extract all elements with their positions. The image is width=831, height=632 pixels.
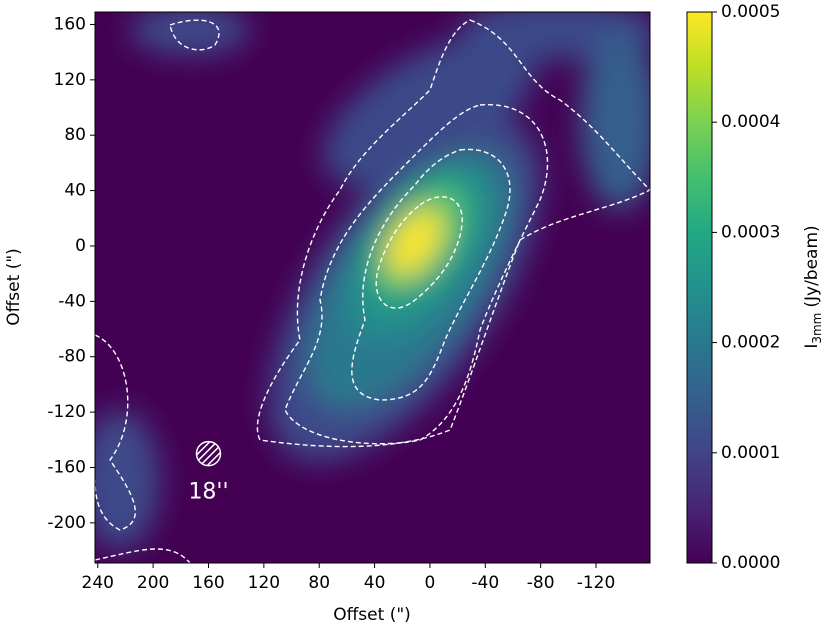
colorbar-label: I3mm (Jy/beam) [802, 225, 824, 348]
x-tick-label: -80 [527, 573, 555, 593]
x-tick-label: 160 [192, 573, 224, 593]
y-axis-label: Offset (") [4, 248, 24, 326]
y-tick-label: -40 [58, 291, 86, 311]
y-tick-label: -200 [47, 513, 86, 533]
y-tick-label: -160 [47, 457, 86, 477]
colorbar-tick-label: 0.0005 [721, 2, 780, 22]
x-tick-label: 200 [137, 573, 169, 593]
y-tick-label: 0 [75, 236, 86, 256]
y-tick-label: 120 [54, 70, 86, 90]
y-tick-label: -80 [58, 347, 86, 367]
x-tick-label: -120 [577, 573, 616, 593]
x-tick-label: 240 [82, 573, 114, 593]
colorbar-label-unit: (Jy/beam) [802, 225, 822, 307]
beam [195, 440, 222, 467]
x-axis-label: Offset (") [333, 605, 411, 625]
x-tick-label: 80 [308, 573, 330, 593]
y-tick-label: 40 [64, 181, 86, 201]
colorbar-tick-label: 0.0003 [721, 222, 780, 242]
colorbar-label-main: I [802, 344, 822, 349]
x-tick-label: 0 [425, 573, 436, 593]
y-tick-label: 160 [54, 14, 86, 34]
x-tick-label: 120 [248, 573, 280, 593]
y-tick-label: 80 [64, 125, 86, 145]
colorbar-tick-label: 0.0001 [721, 443, 780, 463]
x-tick-label: 40 [364, 573, 386, 593]
colorbar [686, 11, 713, 564]
x-tick-label: -40 [471, 573, 499, 593]
colorbar-tick-label: 0.0002 [721, 333, 780, 353]
colorbar-label-sub: 3mm [810, 313, 824, 344]
intensity-map [95, 12, 650, 563]
plot-frame [94, 11, 651, 564]
colorbar-tick-label: 0.0000 [721, 553, 780, 573]
beam-label: 18'' [188, 480, 228, 505]
colorbar-tick-label: 0.0004 [721, 112, 780, 132]
y-tick-label: -120 [47, 402, 86, 422]
